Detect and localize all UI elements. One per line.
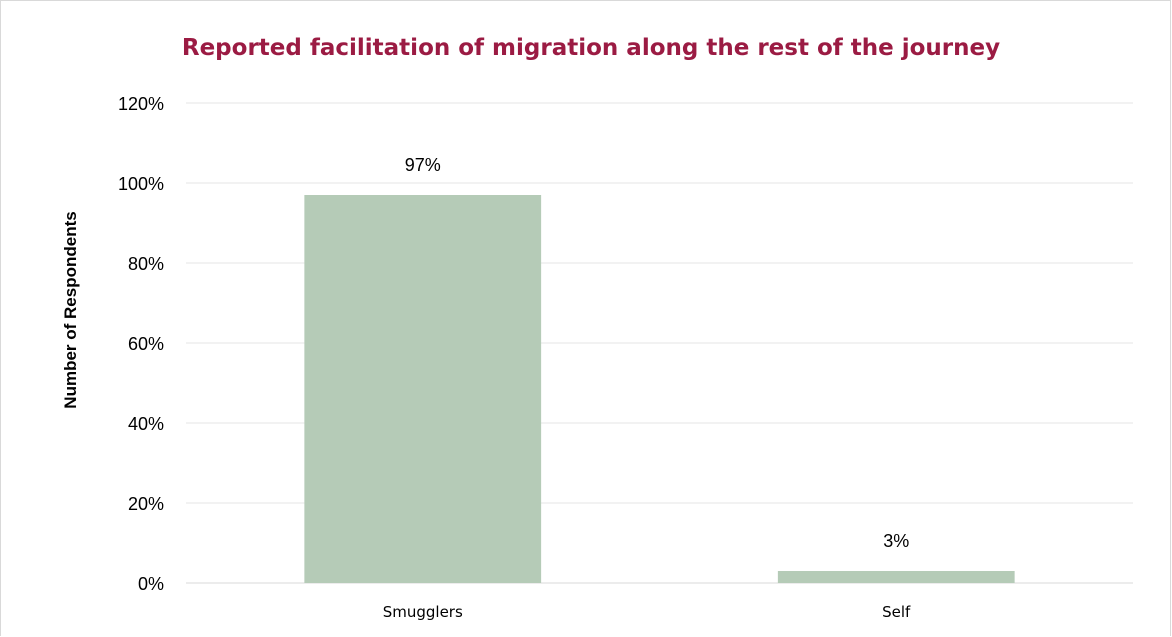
category-label: Smugglers: [383, 603, 463, 621]
y-axis-title: Number of Respondents: [61, 211, 80, 408]
y-tick-label: 100%: [118, 174, 164, 194]
y-tick-label: 120%: [118, 94, 164, 114]
y-tick-label: 60%: [128, 334, 164, 354]
y-axis-ticks: 0% 20% 40% 60% 80% 100% 120%: [118, 94, 164, 594]
y-tick-label: 20%: [128, 494, 164, 514]
bar-smugglers: [304, 195, 542, 583]
chart-title: Reported facilitation of migration along…: [182, 35, 1000, 61]
data-labels: 97% 3%: [405, 155, 910, 551]
y-tick-label: 40%: [128, 414, 164, 434]
x-axis-categories: Smugglers Self: [383, 603, 911, 621]
bar-self: [777, 571, 1015, 583]
bars: [304, 195, 1015, 583]
category-label: Self: [882, 603, 911, 621]
y-tick-label: 0%: [138, 574, 164, 594]
y-tick-label: 80%: [128, 254, 164, 274]
data-label: 3%: [883, 531, 909, 551]
data-label: 97%: [405, 155, 441, 175]
